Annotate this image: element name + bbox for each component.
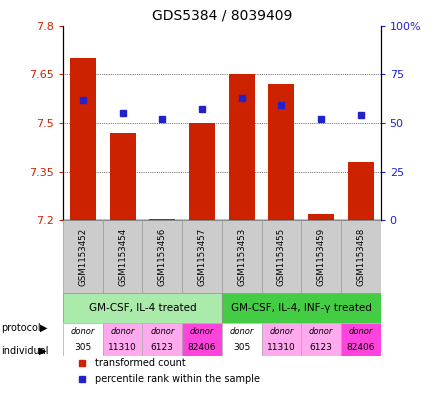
Text: 6123: 6123 — [309, 343, 332, 352]
Text: GSM1153452: GSM1153452 — [78, 228, 87, 286]
Text: 305: 305 — [233, 343, 250, 352]
Text: donor: donor — [71, 327, 95, 336]
Text: GM-CSF, IL-4, INF-γ treated: GM-CSF, IL-4, INF-γ treated — [230, 303, 371, 313]
Text: protocol: protocol — [1, 323, 40, 333]
Bar — [268, 84, 294, 220]
FancyBboxPatch shape — [63, 293, 221, 323]
FancyBboxPatch shape — [102, 323, 142, 356]
Text: GSM1153457: GSM1153457 — [197, 228, 206, 286]
Text: GSM1153455: GSM1153455 — [276, 228, 285, 286]
Text: 11310: 11310 — [266, 343, 295, 352]
FancyBboxPatch shape — [221, 293, 380, 323]
Bar — [228, 74, 254, 220]
Text: donor: donor — [269, 327, 293, 336]
FancyBboxPatch shape — [63, 323, 102, 356]
FancyBboxPatch shape — [340, 220, 380, 293]
Bar — [109, 133, 135, 220]
Text: ▶: ▶ — [39, 345, 46, 356]
Text: GSM1153453: GSM1153453 — [237, 228, 246, 286]
Bar — [307, 214, 333, 220]
Text: donor: donor — [348, 327, 372, 336]
FancyBboxPatch shape — [142, 220, 182, 293]
Text: individual: individual — [1, 345, 48, 356]
FancyBboxPatch shape — [63, 220, 102, 293]
Text: GSM1153456: GSM1153456 — [158, 228, 166, 286]
Text: donor: donor — [150, 327, 174, 336]
Text: 82406: 82406 — [187, 343, 216, 352]
Bar — [149, 219, 175, 220]
FancyBboxPatch shape — [261, 323, 300, 356]
Text: donor: donor — [110, 327, 135, 336]
FancyBboxPatch shape — [300, 220, 340, 293]
FancyBboxPatch shape — [102, 220, 142, 293]
Text: 82406: 82406 — [346, 343, 374, 352]
Text: GM-CSF, IL-4 treated: GM-CSF, IL-4 treated — [89, 303, 196, 313]
Text: 11310: 11310 — [108, 343, 137, 352]
Title: GDS5384 / 8039409: GDS5384 / 8039409 — [151, 9, 291, 23]
FancyBboxPatch shape — [142, 323, 182, 356]
Text: GSM1153459: GSM1153459 — [316, 228, 325, 286]
Text: ▶: ▶ — [40, 323, 47, 333]
Bar — [347, 162, 373, 220]
FancyBboxPatch shape — [340, 323, 380, 356]
Text: 6123: 6123 — [151, 343, 173, 352]
FancyBboxPatch shape — [221, 323, 261, 356]
Text: percentile rank within the sample: percentile rank within the sample — [95, 374, 259, 384]
Text: 305: 305 — [74, 343, 91, 352]
Text: transformed count: transformed count — [95, 358, 185, 368]
Text: donor: donor — [189, 327, 214, 336]
Text: GSM1153458: GSM1153458 — [355, 228, 365, 286]
FancyBboxPatch shape — [182, 323, 221, 356]
Text: GSM1153454: GSM1153454 — [118, 228, 127, 286]
Text: donor: donor — [229, 327, 253, 336]
Bar — [70, 58, 95, 220]
FancyBboxPatch shape — [300, 323, 340, 356]
Bar — [189, 123, 214, 220]
FancyBboxPatch shape — [261, 220, 300, 293]
FancyBboxPatch shape — [221, 220, 261, 293]
Text: donor: donor — [308, 327, 332, 336]
FancyBboxPatch shape — [182, 220, 221, 293]
